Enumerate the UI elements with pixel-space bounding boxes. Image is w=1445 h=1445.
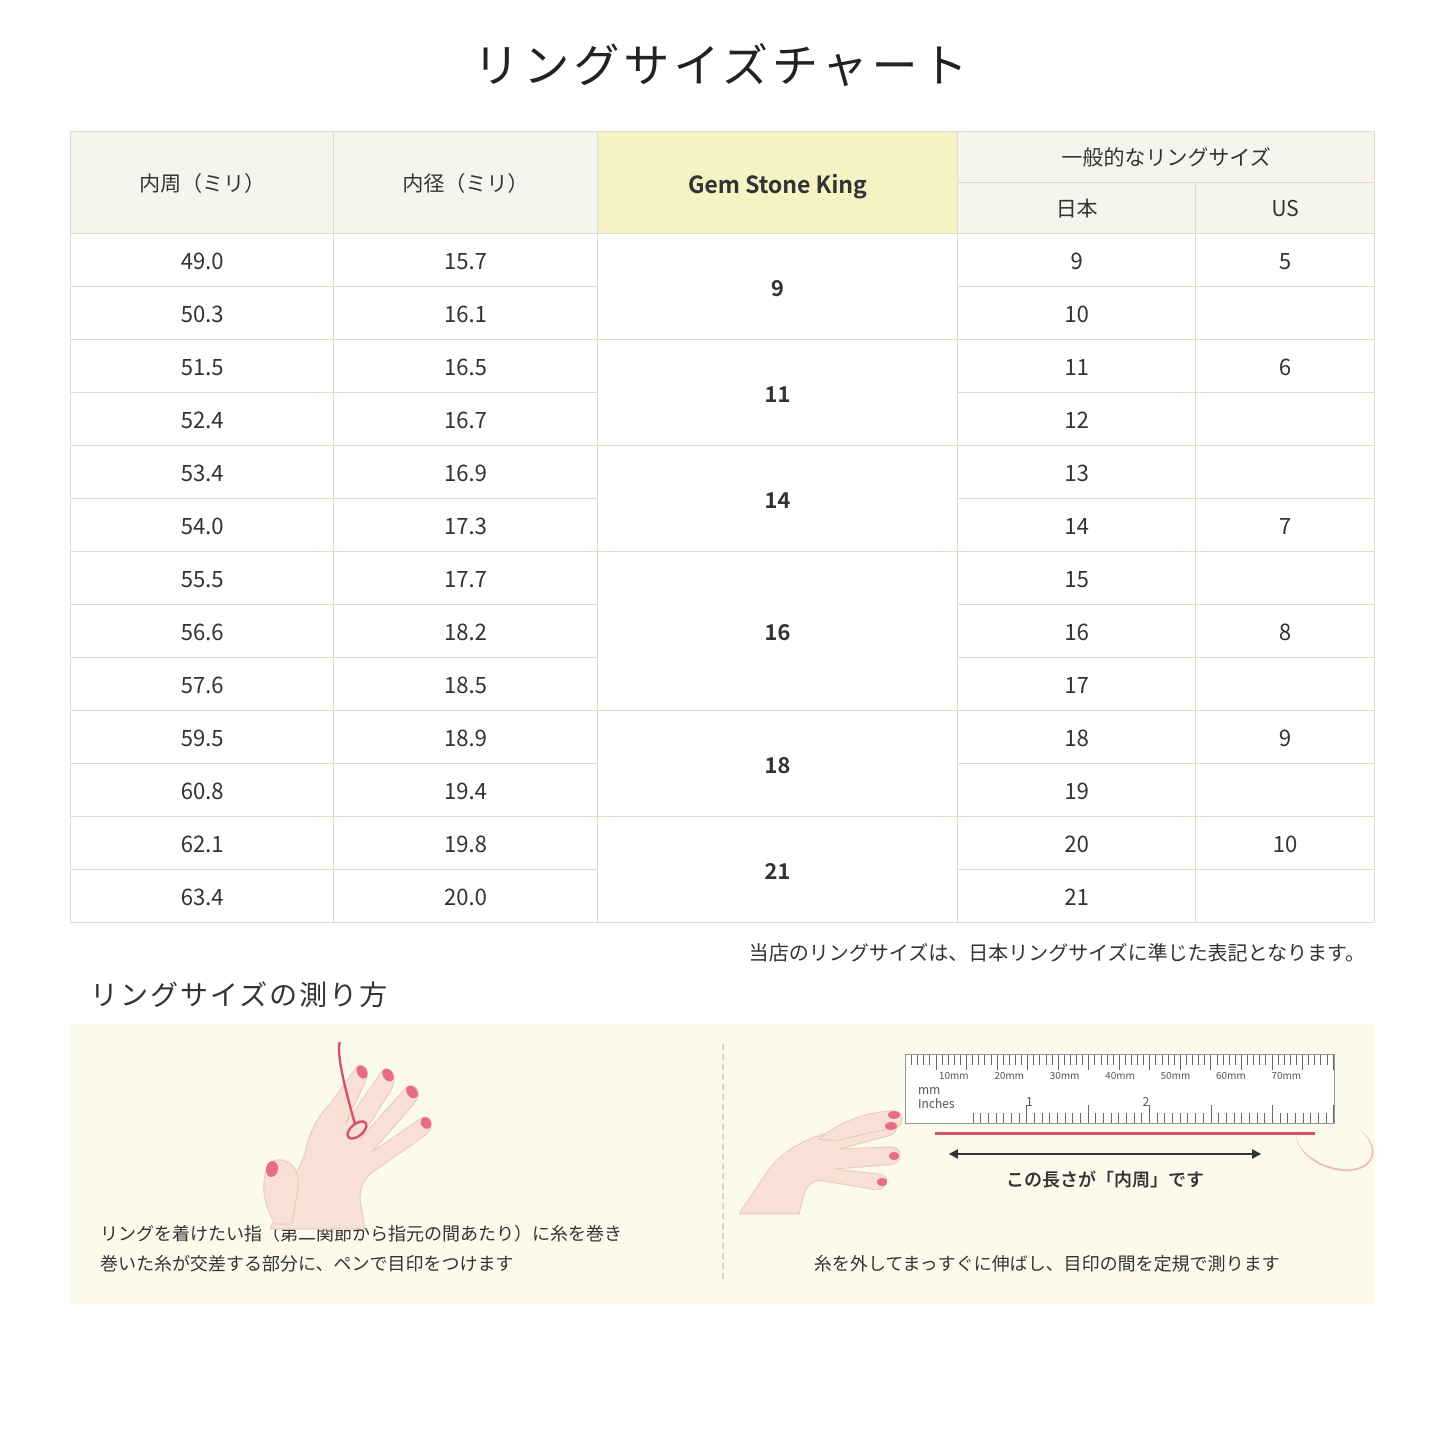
cell-japan: 13 <box>958 446 1196 499</box>
header-diameter: 内径（ミリ） <box>334 132 597 234</box>
panel-divider <box>722 1044 724 1279</box>
cell-diameter: 17.7 <box>334 552 597 605</box>
header-general-group: 一般的なリングサイズ <box>958 132 1375 183</box>
measure-label: この長さが「内周」です <box>950 1166 1260 1192</box>
cell-us <box>1196 446 1375 499</box>
cell-japan: 9 <box>958 234 1196 287</box>
cell-circumference: 52.4 <box>71 393 334 446</box>
hand-wrap-illustration <box>210 1034 490 1234</box>
cell-us: 9 <box>1196 711 1375 764</box>
ruler-mm-tick-label: 30mm <box>1050 1067 1080 1082</box>
cell-diameter: 16.5 <box>334 340 597 393</box>
table-row: 55.517.71615 <box>71 552 1375 605</box>
cell-circumference: 50.3 <box>71 287 334 340</box>
cell-diameter: 19.8 <box>334 817 597 870</box>
cell-japan: 15 <box>958 552 1196 605</box>
ruler-mm-tick-label: 20mm <box>994 1067 1024 1082</box>
cell-diameter: 18.9 <box>334 711 597 764</box>
cell-us: 6 <box>1196 340 1375 393</box>
cell-gsk: 11 <box>597 340 958 446</box>
ruler-mm-tick-label: 40mm <box>1105 1067 1135 1082</box>
cell-circumference: 57.6 <box>71 658 334 711</box>
cell-us: 5 <box>1196 234 1375 287</box>
cell-diameter: 20.0 <box>334 870 597 923</box>
cell-diameter: 17.3 <box>334 499 597 552</box>
header-gsk: Gem Stone King <box>597 132 958 234</box>
cell-us <box>1196 870 1375 923</box>
cell-gsk: 16 <box>597 552 958 711</box>
cell-us <box>1196 658 1375 711</box>
step2-caption: 糸を外してまっすぐに伸ばし、目印の間を定規で測ります <box>749 1248 1346 1279</box>
cell-us: 10 <box>1196 817 1375 870</box>
cell-japan: 12 <box>958 393 1196 446</box>
cell-diameter: 18.5 <box>334 658 597 711</box>
cell-diameter: 16.7 <box>334 393 597 446</box>
hand-pinch-illustration <box>739 1079 939 1219</box>
ruler-mm-tick-label: 70mm <box>1271 1067 1301 1082</box>
header-circumference: 内周（ミリ） <box>71 132 334 234</box>
page-title: リングサイズチャート <box>70 30 1375 96</box>
cell-japan: 14 <box>958 499 1196 552</box>
instructions-panel: リングを着けたい指（第二関節から指元の間あたり）に糸を巻き巻いた糸が交差する部分… <box>70 1024 1375 1304</box>
cell-circumference: 54.0 <box>71 499 334 552</box>
cell-japan: 21 <box>958 870 1196 923</box>
howto-title: リングサイズの測り方 <box>90 974 1375 1014</box>
cell-gsk: 21 <box>597 817 958 923</box>
cell-japan: 11 <box>958 340 1196 393</box>
cell-japan: 16 <box>958 605 1196 658</box>
table-row: 59.518.918189 <box>71 711 1375 764</box>
cell-us <box>1196 552 1375 605</box>
cell-us: 7 <box>1196 499 1375 552</box>
cell-us <box>1196 287 1375 340</box>
cell-us: 8 <box>1196 605 1375 658</box>
cell-japan: 10 <box>958 287 1196 340</box>
cell-japan: 19 <box>958 764 1196 817</box>
ruler-mm-tick-label: 10mm <box>939 1067 969 1082</box>
ruler-mm-tick-label: 60mm <box>1216 1067 1246 1082</box>
cell-diameter: 16.1 <box>334 287 597 340</box>
cell-circumference: 55.5 <box>71 552 334 605</box>
ruler-mm-tick-label: 50mm <box>1161 1067 1191 1082</box>
cell-diameter: 18.2 <box>334 605 597 658</box>
cell-diameter: 19.4 <box>334 764 597 817</box>
cell-circumference: 60.8 <box>71 764 334 817</box>
cell-circumference: 56.6 <box>71 605 334 658</box>
cell-us <box>1196 393 1375 446</box>
cell-japan: 18 <box>958 711 1196 764</box>
cell-gsk: 14 <box>597 446 958 552</box>
thread-line <box>935 1132 1315 1135</box>
size-note: 当店のリングサイズは、日本リングサイズに準じた表記となります。 <box>70 937 1375 966</box>
header-us: US <box>1196 183 1375 234</box>
cell-japan: 17 <box>958 658 1196 711</box>
instruction-step-1: リングを着けたい指（第二関節から指元の間あたり）に糸を巻き巻いた糸が交差する部分… <box>100 1044 697 1279</box>
cell-gsk: 18 <box>597 711 958 817</box>
cell-circumference: 59.5 <box>71 711 334 764</box>
cell-gsk: 9 <box>597 234 958 340</box>
cell-circumference: 53.4 <box>71 446 334 499</box>
size-chart-table: 内周（ミリ） 内径（ミリ） Gem Stone King 一般的なリングサイズ … <box>70 131 1375 923</box>
header-japan: 日本 <box>958 183 1196 234</box>
instruction-step-2: 10mm20mm30mm40mm50mm60mm70mm mm Inches 1… <box>749 1044 1346 1279</box>
table-row: 53.416.91413 <box>71 446 1375 499</box>
cell-circumference: 51.5 <box>71 340 334 393</box>
table-row: 51.516.511116 <box>71 340 1375 393</box>
cell-circumference: 49.0 <box>71 234 334 287</box>
cell-japan: 20 <box>958 817 1196 870</box>
measure-arrow <box>950 1144 1260 1164</box>
cell-diameter: 15.7 <box>334 234 597 287</box>
cell-circumference: 63.4 <box>71 870 334 923</box>
ruler-illustration: 10mm20mm30mm40mm50mm60mm70mm mm Inches 1… <box>905 1054 1335 1124</box>
table-row: 62.119.8212010 <box>71 817 1375 870</box>
table-row: 49.015.7995 <box>71 234 1375 287</box>
cell-circumference: 62.1 <box>71 817 334 870</box>
cell-diameter: 16.9 <box>334 446 597 499</box>
cell-us <box>1196 764 1375 817</box>
